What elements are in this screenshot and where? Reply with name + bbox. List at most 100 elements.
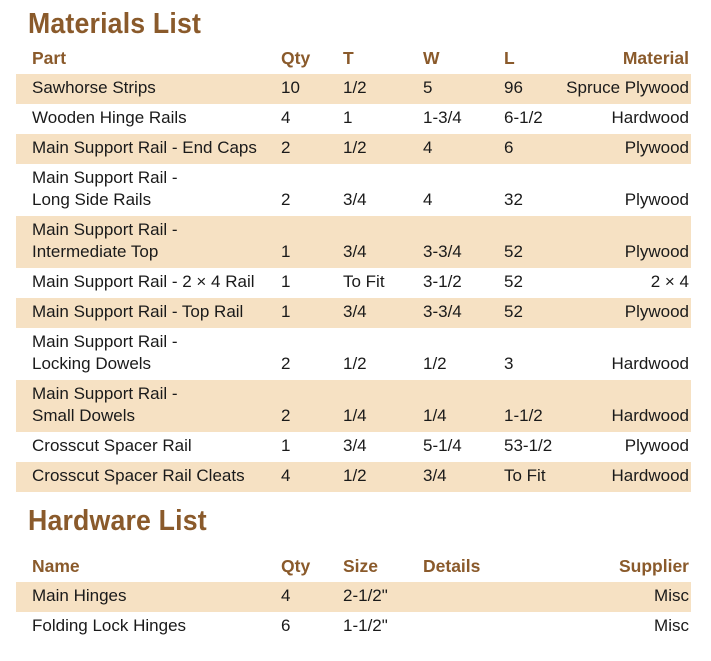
supplier-value: Misc [654, 616, 689, 635]
part-name: Main Support Rail - 2 × 4 Rail [32, 271, 255, 293]
length-value: 3 [504, 354, 514, 373]
material-value: Hardwood [611, 406, 690, 425]
part-name-line: Intermediate Top [32, 242, 159, 261]
width-value: 1-3/4 [423, 108, 462, 127]
hardware-header-row: Name Qty Size Details Supplier [16, 552, 691, 582]
width-value: 3/4 [423, 466, 447, 485]
thickness-value: 1 [343, 108, 353, 127]
part-name: Main Support Rail - Locking Dowels [32, 331, 178, 375]
thickness-value: 3/4 [343, 302, 367, 321]
thickness-value: 1/2 [343, 78, 367, 97]
size-value: 2-1/2" [343, 586, 388, 605]
thickness-value: 1/2 [343, 138, 367, 157]
header-thickness: T [343, 48, 354, 68]
part-name: Wooden Hinge Rails [32, 107, 187, 129]
size-value: 1-1/2" [343, 616, 388, 635]
hardware-list-title: Hardware List [28, 505, 207, 537]
part-name-line: Crosscut Spacer Rail Cleats [32, 466, 245, 485]
header-width: W [423, 48, 440, 68]
qty-value: 10 [281, 78, 300, 97]
header-part: Part [32, 48, 67, 68]
length-value: 53-1/2 [504, 436, 553, 455]
supplier-value: Misc [654, 586, 689, 605]
hardware-table: Name Qty Size Details Supplier Main Hing… [16, 552, 691, 642]
part-name: Crosscut Spacer Rail Cleats [32, 465, 245, 487]
thickness-value: 3/4 [343, 190, 367, 209]
part-name-line: Main Support Rail - End Caps [32, 138, 257, 157]
width-value: 1/4 [423, 406, 447, 425]
width-value: 4 [423, 190, 433, 209]
length-value: 32 [504, 190, 523, 209]
materials-table: Part Qty T W L Material Sawhorse Strips 1… [16, 44, 691, 492]
header-length: L [504, 48, 515, 68]
length-value: 6 [504, 138, 514, 157]
table-row: Crosscut Spacer Rail Cleats 4 1/2 3/4 To Fit… [16, 462, 691, 492]
part-name-line: Long Side Rails [32, 190, 152, 209]
width-value: 3-1/2 [423, 272, 462, 291]
length-value: 52 [504, 302, 523, 321]
table-row: Sawhorse Strips 10 1/2 5 96 Spruce Plywood [16, 74, 691, 104]
material-value: Plywood [624, 436, 689, 455]
part-name-line: Sawhorse Strips [32, 78, 156, 97]
materials-header-row: Part Qty T W L Material [16, 44, 691, 74]
thickness-value: 1/4 [343, 406, 367, 425]
table-row: Main Support Rail - Locking Dowels 2 1/2 1/2… [16, 328, 691, 380]
table-row: Folding Lock Hinges 6 1-1/2" Misc [16, 612, 691, 642]
part-name-line: Wooden Hinge Rails [32, 108, 187, 127]
part-name-line: Crosscut Spacer Rail [32, 436, 192, 455]
width-value: 3-3/4 [423, 242, 462, 261]
part-name: Main Support Rail - End Caps [32, 137, 257, 159]
part-name-line: Main Support Rail - 2 × 4 Rail [32, 272, 255, 291]
table-row: Wooden Hinge Rails 4 1 1-3/4 6-1/2 Hardwood [16, 104, 691, 134]
part-name-line: Small Dowels [32, 406, 135, 425]
material-value: Plywood [624, 190, 689, 209]
part-name: Crosscut Spacer Rail [32, 435, 192, 457]
qty-value: 1 [281, 272, 291, 291]
qty-value: 1 [281, 242, 291, 261]
header-material: Material [622, 48, 689, 68]
hardware-name: Folding Lock Hinges [32, 616, 187, 635]
part-name-line: Main Support Rail - [32, 220, 178, 239]
material-value: Plywood [624, 302, 689, 321]
qty-value: 2 [281, 190, 291, 209]
table-row: Main Hinges 4 2-1/2" Misc [16, 582, 691, 612]
part-name: Main Support Rail - Top Rail [32, 301, 243, 323]
material-value: Plywood [624, 242, 689, 261]
part-name-line: Main Support Rail - [32, 384, 178, 403]
width-value: 4 [423, 138, 433, 157]
qty-value: 2 [281, 406, 291, 425]
qty-value: 2 [281, 138, 291, 157]
thickness-value: 1/2 [343, 354, 367, 373]
material-value: Spruce Plywood [566, 78, 689, 97]
material-value: 2 × 4 [650, 272, 689, 291]
table-row: Main Support Rail - Long Side Rails 2 3/4 4 3… [16, 164, 691, 216]
part-name-line: Main Support Rail - [32, 168, 178, 187]
part-name-line: Main Support Rail - [32, 332, 178, 351]
thickness-value: To Fit [343, 272, 385, 291]
part-name-line: Main Support Rail - Top Rail [32, 302, 244, 321]
materials-list-title: Materials List [28, 8, 202, 40]
table-row: Main Support Rail - Intermediate Top 1 3/4 3… [16, 216, 691, 268]
width-value: 1/2 [423, 354, 447, 373]
length-value: 52 [504, 272, 523, 291]
material-value: Hardwood [611, 108, 690, 127]
part-name: Main Support Rail - Long Side Rails [32, 167, 178, 211]
thickness-value: 3/4 [343, 242, 367, 261]
hardware-name: Main Hinges [32, 586, 127, 605]
header-details: Details [423, 556, 481, 576]
width-value: 5-1/4 [423, 436, 462, 455]
qty-value: 1 [281, 302, 291, 321]
table-row: Crosscut Spacer Rail 1 3/4 5-1/4 53-1/2 Plywo… [16, 432, 691, 462]
table-row: Main Support Rail - Top Rail 1 3/4 3-3/4 52 P… [16, 298, 691, 328]
part-name-line: Locking Dowels [32, 354, 152, 373]
header-supplier: Supplier [618, 556, 689, 576]
header-qty: Qty [281, 48, 311, 68]
table-row: Main Support Rail - 2 × 4 Rail 1 To Fit 3-1… [16, 268, 691, 298]
qty-value: 4 [281, 108, 291, 127]
qty-value: 6 [281, 616, 291, 635]
length-value: 52 [504, 242, 523, 261]
header-name: Name [32, 556, 80, 576]
width-value: 3-3/4 [423, 302, 462, 321]
thickness-value: 3/4 [343, 436, 367, 455]
thickness-value: 1/2 [343, 466, 367, 485]
